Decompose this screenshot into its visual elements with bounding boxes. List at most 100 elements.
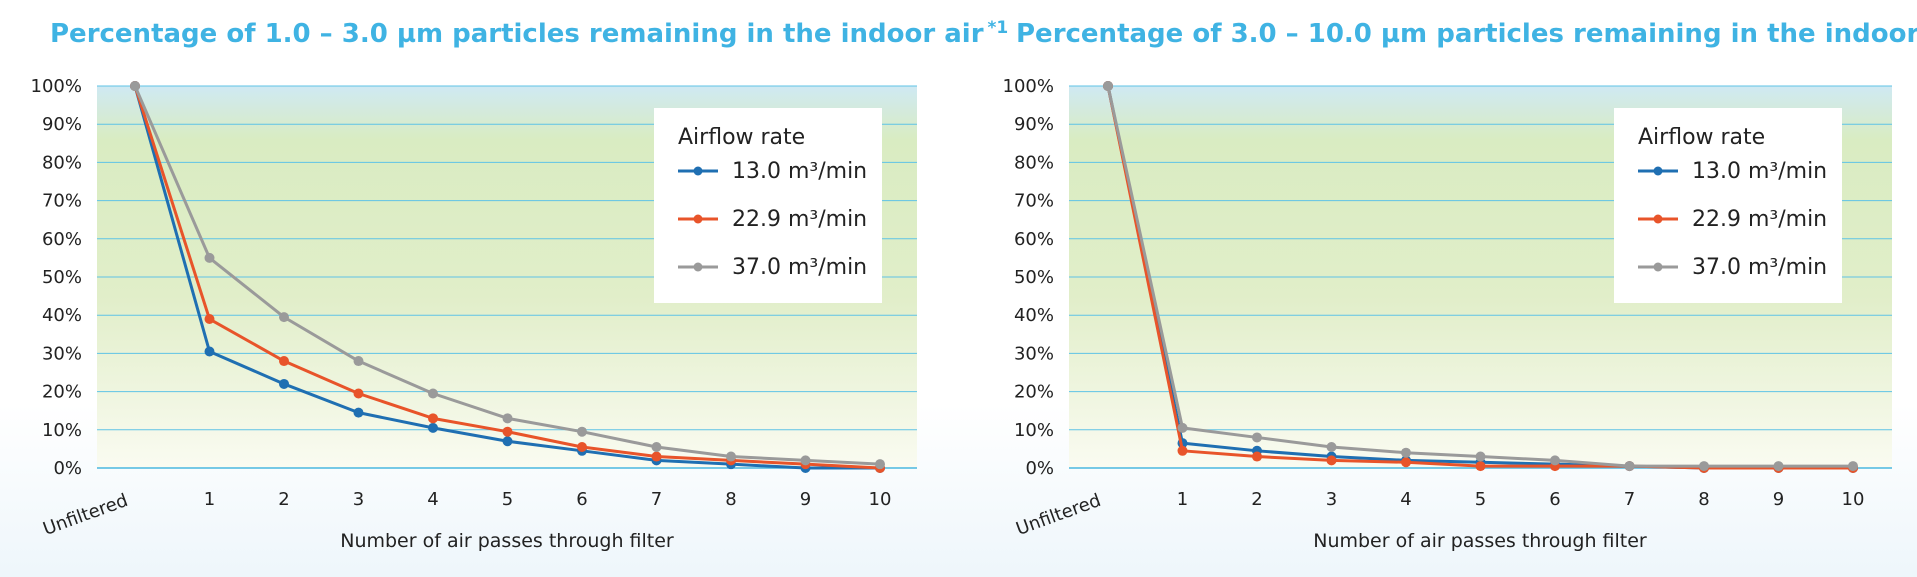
x-tick-label: 8 xyxy=(725,489,736,510)
legend-marker xyxy=(693,262,703,272)
data-point xyxy=(651,441,662,452)
legend-box xyxy=(654,108,882,303)
data-point xyxy=(1475,451,1486,462)
x-axis-label: Number of air passes through filter xyxy=(1313,530,1647,552)
y-tick-label: 80% xyxy=(42,152,82,173)
y-tick-label: 10% xyxy=(42,420,82,441)
y-tick-labels: 0% 10% 20% 30% 40% 50% 60% 70% 80% 90% 100% xyxy=(1003,76,1054,479)
x-tick-label: Unfiltered xyxy=(40,490,130,540)
y-tick-label: 40% xyxy=(42,305,82,326)
data-point xyxy=(1624,461,1635,472)
data-point xyxy=(428,388,438,399)
x-tick-label: 3 xyxy=(353,489,364,510)
y-tick-label: 40% xyxy=(1014,305,1054,326)
x-tick-label: 1 xyxy=(204,489,215,510)
data-point xyxy=(875,459,885,470)
x-tick-label: 6 xyxy=(1549,489,1560,510)
data-point xyxy=(1401,447,1411,458)
legend-label: 22.9 m³/min xyxy=(732,207,867,232)
y-tick-label: 90% xyxy=(1014,114,1054,135)
data-point xyxy=(502,413,513,424)
y-tick-label: 10% xyxy=(1014,420,1054,441)
data-point xyxy=(1475,461,1486,472)
x-tick-label: 2 xyxy=(278,489,289,510)
data-point xyxy=(1550,455,1560,466)
y-tick-label: 20% xyxy=(42,382,82,403)
x-tick-label: 10 xyxy=(869,489,892,510)
data-point xyxy=(353,388,364,399)
y-tick-label: 0% xyxy=(1025,458,1054,479)
x-tick-label: 9 xyxy=(800,489,811,510)
data-point xyxy=(1177,445,1188,456)
x-tick-label: 6 xyxy=(576,489,587,510)
x-axis-label: Number of air passes through filter xyxy=(340,530,674,552)
x-tick-label: 3 xyxy=(1326,489,1337,510)
data-point xyxy=(428,413,438,424)
legend-label: 22.9 m³/min xyxy=(1692,207,1827,232)
x-tick-label: 8 xyxy=(1698,489,1709,510)
x-tick-label: 4 xyxy=(1400,489,1411,510)
legend-marker xyxy=(693,214,703,224)
y-tick-label: 50% xyxy=(1014,267,1054,288)
chart-particles-1-3um: Percentage of 1.0 – 3.0 µm particles rem… xyxy=(31,18,1009,552)
y-tick-label: 80% xyxy=(1014,152,1054,173)
chart-title: Percentage of 3.0 – 10.0 µm particles re… xyxy=(1016,18,1917,49)
data-point xyxy=(130,81,140,91)
data-point xyxy=(577,426,587,437)
legend-label: 37.0 m³/min xyxy=(1692,255,1827,280)
x-tick-label: 7 xyxy=(651,489,662,510)
x-tick-label: 1 xyxy=(1177,489,1188,510)
data-point xyxy=(279,356,289,367)
legend-label: 37.0 m³/min xyxy=(732,255,867,280)
x-tick-label: 7 xyxy=(1624,489,1635,510)
legend-items: 13.0 m³/min 22.9 m³/min 37.0 m³/min xyxy=(678,159,867,280)
legend-box xyxy=(1614,108,1842,303)
y-tick-label: 70% xyxy=(42,191,82,212)
y-tick-label: 50% xyxy=(42,267,82,288)
data-point xyxy=(1773,461,1784,472)
data-point xyxy=(1252,432,1262,443)
y-tick-label: 60% xyxy=(42,229,82,250)
data-point xyxy=(428,422,438,433)
x-tick-label: 2 xyxy=(1251,489,1262,510)
y-tick-label: 20% xyxy=(1014,382,1054,403)
data-point xyxy=(279,312,289,323)
data-point xyxy=(204,252,215,263)
chart-title: Percentage of 1.0 – 3.0 µm particles rem… xyxy=(50,18,1008,49)
data-point xyxy=(1326,441,1337,452)
legend-marker xyxy=(1653,166,1663,176)
data-point xyxy=(502,436,513,447)
y-tick-label: 90% xyxy=(42,114,82,135)
y-tick-label: 70% xyxy=(1014,191,1054,212)
legend-label: 13.0 m³/min xyxy=(732,159,867,184)
data-point xyxy=(279,378,289,389)
legend-title: Airflow rate xyxy=(1638,125,1765,150)
series-layer xyxy=(130,81,885,473)
data-point xyxy=(353,356,364,367)
x-tick-label: Unfiltered xyxy=(1013,490,1103,540)
legend-marker xyxy=(693,166,703,176)
data-point xyxy=(1848,461,1858,472)
data-point xyxy=(726,451,736,462)
data-point xyxy=(577,441,587,452)
data-point xyxy=(204,314,215,325)
legend-marker xyxy=(1653,214,1663,224)
series-layer xyxy=(1103,81,1858,473)
y-tick-labels: 0% 10% 20% 30% 40% 50% 60% 70% 80% 90% 100% xyxy=(31,76,82,479)
legend: Airflow rate 13.0 m³/min 22.9 m³/min 37.0 … xyxy=(654,108,882,303)
data-point xyxy=(1699,461,1709,472)
x-tick-label: 10 xyxy=(1842,489,1865,510)
legend: Airflow rate 13.0 m³/min 22.9 m³/min 37.0 … xyxy=(1614,108,1842,303)
data-point xyxy=(800,455,811,466)
y-tick-label: 30% xyxy=(1014,343,1054,364)
x-tick-label: 4 xyxy=(427,489,438,510)
y-tick-label: 60% xyxy=(1014,229,1054,250)
y-tick-label: 0% xyxy=(53,458,82,479)
y-tick-label: 100% xyxy=(1003,76,1054,97)
data-point xyxy=(204,346,215,357)
data-point xyxy=(1177,422,1188,433)
legend-items: 13.0 m³/min 22.9 m³/min 37.0 m³/min xyxy=(1638,159,1827,280)
x-tick-label: 5 xyxy=(1475,489,1486,510)
legend-label: 13.0 m³/min xyxy=(1692,159,1827,184)
